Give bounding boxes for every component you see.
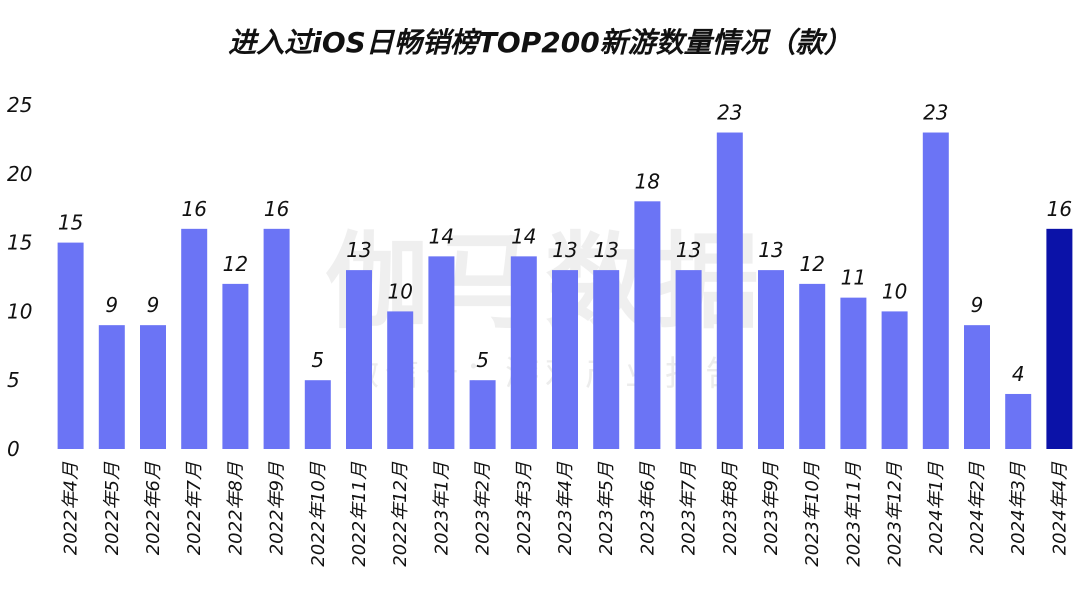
bar <box>840 297 867 449</box>
data-label: 12 <box>223 252 248 276</box>
x-tick-label: 2023年3月 <box>514 461 535 555</box>
data-label: 13 <box>676 238 701 262</box>
chart-title: 进入过iOS日畅销榜TOP200新游数量情况（款） <box>228 26 851 59</box>
data-label: 10 <box>387 279 412 303</box>
data-label: 10 <box>882 279 907 303</box>
data-label: 5 <box>311 348 324 372</box>
x-axis: 2022年4月 2022年5月 2022年6月 2022年7月 2022年8月 2022年… <box>61 461 1071 567</box>
x-tick-label: 2023年10月 <box>802 461 823 567</box>
data-label: 5 <box>476 348 489 372</box>
bar <box>469 380 496 449</box>
x-tick-label: 2022年6月 <box>143 461 164 555</box>
data-label: 9 <box>105 293 118 317</box>
data-label: 13 <box>758 238 783 262</box>
bar <box>758 270 784 449</box>
data-label: 16 <box>1047 197 1072 221</box>
bar <box>263 228 290 449</box>
data-labels: 15 9 9 16 12 16 5 13 10 14 5 14 13 13 18 13 23 13 12 11 10 23… <box>58 101 1072 386</box>
bar <box>98 325 125 449</box>
data-label: 15 <box>58 211 83 235</box>
bar <box>964 325 990 449</box>
bar <box>140 325 166 449</box>
bar <box>1046 228 1073 449</box>
bar <box>222 283 249 449</box>
x-tick-label: 2023年6月 <box>637 461 658 555</box>
data-label: 13 <box>346 238 371 262</box>
x-tick-label: 2022年10月 <box>308 461 329 567</box>
data-label: 11 <box>841 266 866 290</box>
x-tick-label: 2022年4月 <box>61 461 82 555</box>
x-tick-label: 2023年5月 <box>596 461 617 555</box>
x-tick-label: 2023年9月 <box>761 461 782 555</box>
x-tick-label: 2023年11月 <box>843 461 864 567</box>
x-tick-label: 2022年5月 <box>102 461 123 555</box>
bar <box>593 270 620 449</box>
data-label: 18 <box>635 169 660 193</box>
bar <box>634 201 661 449</box>
y-tick-label: 20 <box>7 162 32 186</box>
y-tick-label: 25 <box>7 93 32 117</box>
bar <box>881 311 908 449</box>
x-tick-label: 2022年11月 <box>349 461 370 567</box>
data-label: 13 <box>593 238 618 262</box>
data-label: 14 <box>511 224 536 248</box>
x-tick-label: 2023年4月 <box>555 461 576 555</box>
x-tick-label: 2023年7月 <box>679 461 700 555</box>
bar <box>57 242 84 449</box>
data-label: 12 <box>799 252 824 276</box>
data-label: 23 <box>923 101 948 125</box>
x-tick-label: 2024年2月 <box>967 461 988 555</box>
data-label: 4 <box>1012 362 1025 386</box>
data-label: 13 <box>552 238 577 262</box>
bar <box>387 311 414 449</box>
x-tick-label: 2022年8月 <box>225 461 246 555</box>
bars <box>57 132 1073 449</box>
data-label: 9 <box>971 293 984 317</box>
data-label: 23 <box>717 101 742 125</box>
y-tick-label: 10 <box>7 299 32 323</box>
bar <box>799 283 826 449</box>
bar <box>552 270 578 449</box>
x-tick-label: 2024年3月 <box>1008 461 1029 555</box>
data-label: 16 <box>264 197 289 221</box>
bar <box>304 380 331 449</box>
x-tick-label: 2023年12月 <box>885 461 906 567</box>
data-label: 9 <box>147 293 160 317</box>
x-tick-label: 2024年4月 <box>1049 461 1070 555</box>
x-tick-label: 2022年9月 <box>267 461 288 555</box>
bar <box>510 256 537 449</box>
bar <box>716 132 743 449</box>
bar <box>675 270 702 449</box>
y-tick-label: 5 <box>7 368 20 392</box>
x-tick-label: 2024年1月 <box>926 461 947 555</box>
x-tick-label: 2022年7月 <box>184 461 205 555</box>
bar <box>181 228 208 449</box>
y-axis: 0 5 10 15 20 25 <box>7 93 32 461</box>
bar <box>346 270 372 449</box>
data-label: 14 <box>429 224 454 248</box>
x-tick-label: 2023年1月 <box>431 461 452 555</box>
bar <box>922 132 949 449</box>
y-tick-label: 15 <box>7 231 32 255</box>
x-tick-label: 2023年8月 <box>720 461 741 555</box>
x-tick-label: 2022年12月 <box>390 461 411 567</box>
x-tick-label: 2023年2月 <box>473 461 494 555</box>
data-label: 16 <box>181 197 206 221</box>
bar <box>428 256 455 449</box>
bar <box>1005 393 1032 449</box>
y-tick-label: 0 <box>7 437 20 461</box>
